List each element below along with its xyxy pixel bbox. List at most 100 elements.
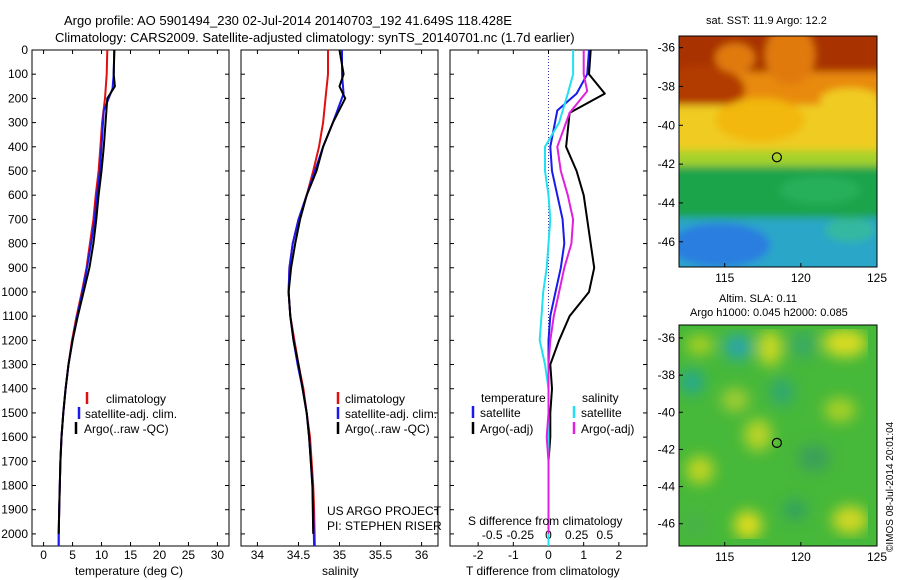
- salinity-axes-box: [240, 49, 439, 547]
- map-y-tick-label: -42: [658, 442, 676, 456]
- x-tick-label: 5: [69, 548, 76, 562]
- depth-tick-label: 1700: [1, 454, 28, 468]
- x-tick-label: -1: [508, 548, 519, 562]
- depth-tick-label: 700: [8, 212, 28, 226]
- depth-tick-label: 1000: [1, 285, 28, 299]
- depth-tick-label: 1100: [2, 309, 28, 323]
- float-location-marker: [771, 437, 783, 449]
- map-y-tick-label: -36: [658, 41, 676, 55]
- x-tick-label: 0: [40, 548, 47, 562]
- x-tick-label: -2: [473, 548, 484, 562]
- legend-argo-label: Argo(..raw -QC): [84, 422, 169, 436]
- temperature-legend: climatology satellite-adj. clim. Argo(..…: [74, 392, 177, 436]
- legend-satellite-label: satellite-adj. clim.: [345, 407, 437, 421]
- x-tick-label: 2: [616, 548, 623, 562]
- figure-title-line2: Climatology: CARS2009. Satellite-adjuste…: [55, 30, 575, 45]
- difference-panel: -2 -1 0 1 2-0.5 -0.25 0 0.25 0.5 T difference fr…: [449, 49, 648, 578]
- depth-tick-label: 600: [8, 188, 28, 202]
- map-y-tick-label: -44: [658, 480, 676, 494]
- depth-tick-label: 1900: [1, 503, 28, 517]
- x-tick-label: 20: [153, 548, 167, 562]
- difference-legend: temperature salinity satellite Argo(-adj…: [471, 391, 634, 436]
- difference-top-label: S difference from climatology: [468, 514, 623, 528]
- sst-map-ticks: -36 -38 -40 -42 -44 -46 115 120 125: [658, 41, 888, 285]
- sla-map-ticks: -36 -38 -40 -42 -44 -46 115 120 125: [658, 331, 888, 564]
- x-tick-label: 25: [182, 548, 196, 562]
- depth-tick-label: 1200: [1, 333, 28, 347]
- salinity-panel: 34 34.5 35 35.5 36 salinity climatology sate…: [240, 49, 442, 578]
- sla-map: Altim. SLA: 0.11 Argo h1000: 0.045 h2000…: [658, 293, 896, 564]
- depth-tick-label: 200: [8, 91, 28, 105]
- depth-tick-label: 1400: [1, 382, 28, 396]
- map-y-tick-label: -36: [658, 331, 676, 345]
- x-tick-label: 30: [211, 548, 225, 562]
- difference-ticks: -2 -1 0 1 2-0.5 -0.25 0 0.25 0.5: [450, 49, 647, 562]
- sla-map-title-line2: Argo h1000: 0.045 h2000: 0.085: [690, 307, 848, 319]
- s-argo-diff-line: [545, 50, 589, 534]
- map-y-tick-label: -38: [658, 368, 676, 382]
- x-tick-label: 36: [415, 548, 429, 562]
- depth-tick-label: 100: [8, 67, 28, 81]
- s-satellite-diff-line: [538, 50, 575, 546]
- top-tick-label: 0.5: [596, 528, 613, 542]
- depth-tick-label: 900: [8, 261, 28, 275]
- argo-line: [57, 50, 116, 534]
- legend-climatology-label: climatology: [345, 392, 405, 406]
- x-tick-label: 34.5: [287, 548, 311, 562]
- float-location-marker: [771, 152, 783, 163]
- sst-map-title: sat. SST: 11.9 Argo: 12.2: [706, 15, 827, 27]
- x-tick-label: 0: [545, 548, 552, 562]
- legend-climatology-label: climatology: [106, 392, 166, 406]
- depth-tick-label: 1300: [1, 358, 28, 372]
- depth-tick-label: 1500: [1, 406, 28, 420]
- top-tick-label: 0.25: [565, 528, 589, 542]
- argo-line: [287, 50, 347, 534]
- top-tick-label: -0.5: [482, 528, 503, 542]
- sla-map-title-line1: Altim. SLA: 0.11: [719, 293, 797, 305]
- depth-tick-label: 0: [21, 43, 28, 57]
- map-y-tick-label: -44: [658, 196, 676, 210]
- legend-salinity-heading: salinity: [582, 391, 619, 405]
- map-x-tick-label: 120: [791, 271, 811, 285]
- depth-tick-label: 500: [8, 164, 28, 178]
- salinity-legend: climatology satellite-adj. clim. Argo(..…: [336, 392, 437, 436]
- depth-tick-label: 2000: [1, 527, 28, 541]
- depth-tick-label: 800: [8, 237, 28, 251]
- map-x-tick-label: 125: [867, 271, 887, 285]
- depth-tick-labels: 0 100 200 300 400 500 600 700 800 900 1000 1100 1200…: [1, 43, 28, 541]
- sst-field: [679, 36, 877, 267]
- legend-argo-label: Argo(..raw -QC): [345, 422, 430, 436]
- legend-t-argo-label: Argo(-adj): [480, 422, 533, 436]
- x-tick-label: 35: [333, 548, 347, 562]
- legend-s-argo-label: Argo(-adj): [581, 422, 634, 436]
- map-y-tick-label: -40: [658, 118, 676, 132]
- map-y-tick-label: -46: [658, 517, 676, 531]
- difference-lines: [538, 50, 606, 546]
- map-y-tick-label: -40: [658, 405, 676, 419]
- map-y-tick-label: -42: [658, 157, 676, 171]
- salinity-xlabel: salinity: [322, 564, 359, 578]
- depth-tick-label: 1800: [1, 479, 28, 493]
- x-tick-label: 35.5: [369, 548, 393, 562]
- temperature-ticks: 0 5 10 15 20 25 30: [32, 49, 229, 562]
- pi-label: PI: STEPHEN RISER: [327, 519, 442, 533]
- depth-tick-label: 300: [8, 116, 28, 130]
- temperature-lines: [57, 50, 116, 546]
- temperature-axes-box: [31, 49, 230, 547]
- map-y-tick-label: -46: [658, 235, 676, 249]
- x-tick-label: 10: [95, 548, 109, 562]
- salinity-ticks: 34 34.5 35 35.5 36: [241, 49, 438, 562]
- sla-map-frame: [678, 324, 878, 547]
- sla-field: [679, 325, 877, 546]
- top-tick-label: -0.25: [507, 528, 535, 542]
- x-tick-label: 34: [251, 548, 265, 562]
- map-y-tick-label: -38: [658, 79, 676, 93]
- temperature-panel: 0100200300400500600700800900100011001200…: [1, 43, 230, 578]
- depth-tick-label: 1600: [1, 430, 28, 444]
- difference-xlabel: T difference from climatology: [466, 564, 620, 578]
- salinity-lines: [287, 50, 347, 546]
- figure-title-line1: Argo profile: AO 5901494_230 02-Jul-2014…: [64, 13, 512, 28]
- legend-temperature-heading: temperature: [481, 391, 546, 405]
- legend-t-satellite-label: satellite: [480, 406, 521, 420]
